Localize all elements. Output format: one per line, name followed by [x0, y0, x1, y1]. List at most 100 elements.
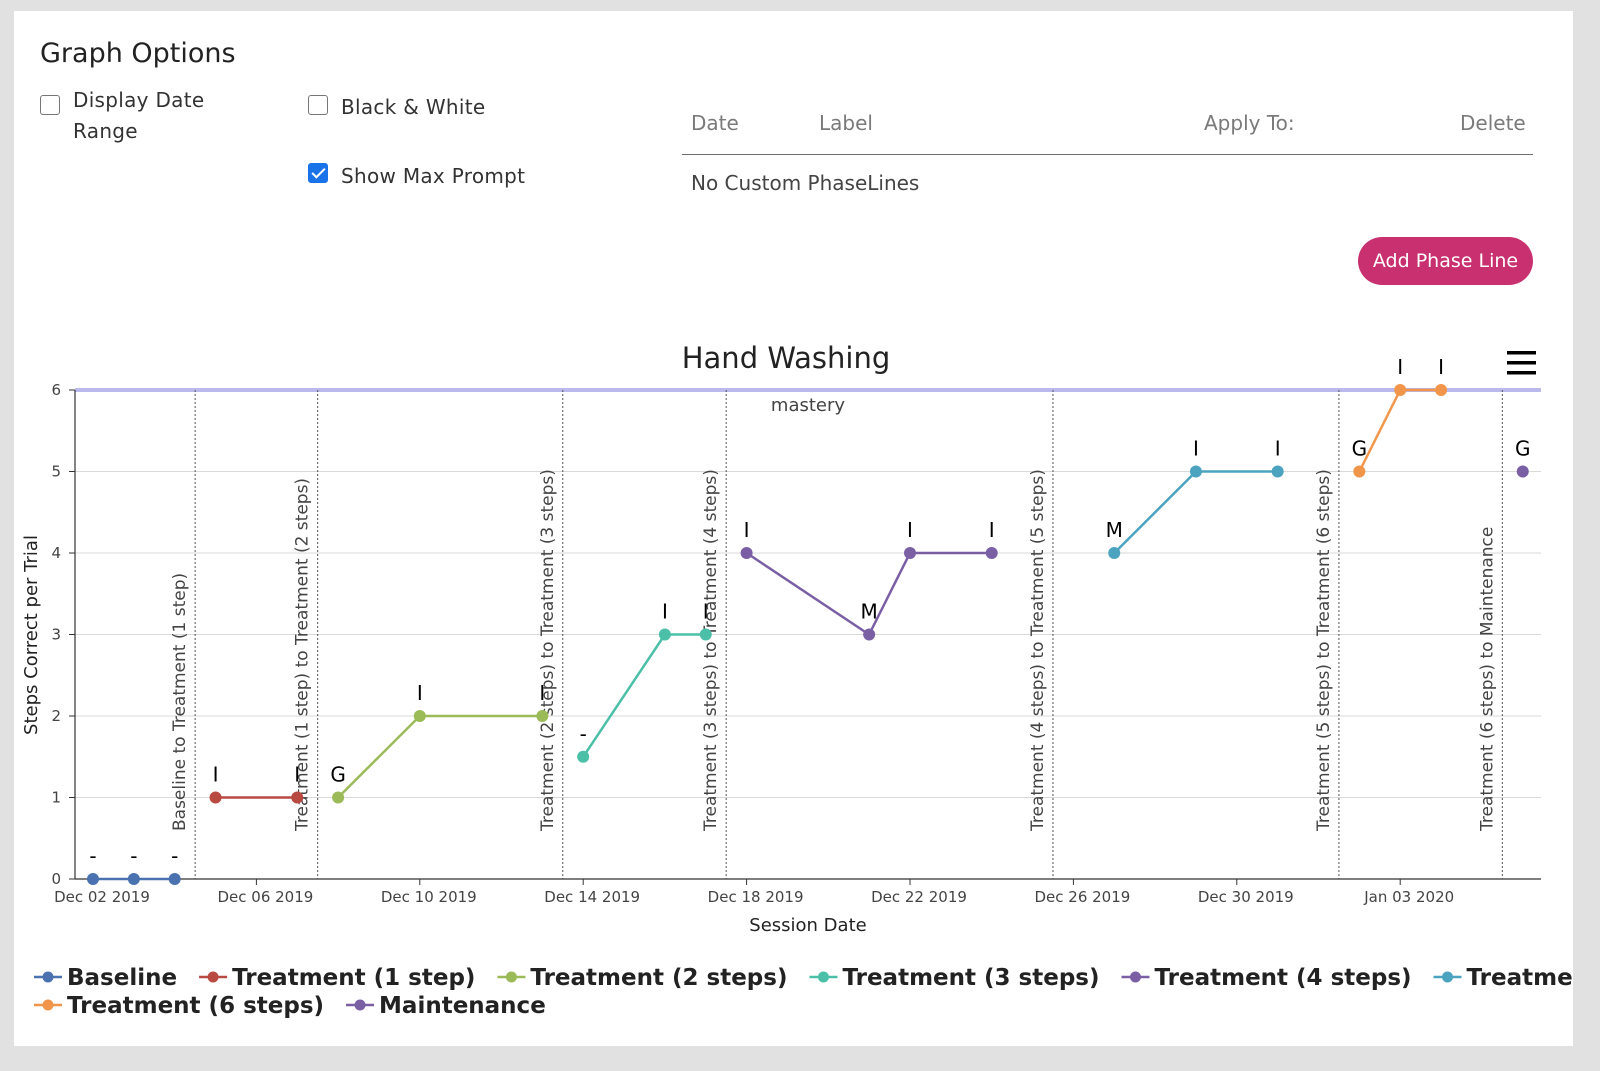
prompt-label: -: [130, 844, 137, 868]
y-tick-label: 2: [51, 707, 61, 725]
y-tick-label: 5: [51, 463, 61, 481]
y-tick-label: 3: [51, 626, 61, 644]
legend-swatch-marker: [1442, 971, 1454, 983]
prompt-label: G: [1515, 437, 1531, 461]
data-point: [1435, 384, 1448, 396]
series-line: [745, 551, 992, 637]
y-tick-label: 6: [51, 381, 61, 399]
legend-swatch-marker: [42, 999, 54, 1011]
hand-washing-chart: Hand Washing 0 1 2 3 4 5 6 mastery Dec 02 2019 De…: [21, 341, 1573, 1019]
data-point: [332, 791, 345, 804]
data-point: [1394, 384, 1407, 396]
data-point: [658, 628, 671, 641]
black-white-label: Black & White: [341, 95, 486, 119]
phase-change-label: Treatment (4 steps) to Treatment (5 step…: [1028, 469, 1048, 832]
legend-label: Treatment (3 steps): [842, 965, 1099, 991]
series-line: [337, 714, 543, 799]
show-max-prompt-label: Show Max Prompt: [341, 164, 526, 188]
legend-label: Baseline: [67, 965, 177, 991]
legend-swatch-marker: [817, 971, 829, 983]
data-point: [536, 710, 549, 722]
display-date-range-checkbox[interactable]: [40, 95, 60, 115]
column-header-label: Label: [819, 111, 873, 135]
legend-label: Maintenance: [379, 993, 546, 1019]
legend-swatch-marker: [505, 971, 517, 983]
x-tick-label: Dec 22 2019: [871, 888, 967, 906]
mastery-label: mastery: [771, 395, 845, 416]
phase-change-label: Treatment (5 steps) to Treatment (6 step…: [1314, 469, 1334, 832]
legend-label: Treatment (5 steps): [1467, 965, 1573, 991]
column-header-delete: Delete: [1460, 111, 1526, 135]
data-point: [87, 873, 99, 885]
table-header-divider: [682, 154, 1533, 155]
y-tick-label: 4: [51, 544, 61, 562]
legend-swatch-marker: [42, 971, 54, 983]
y-tick-label: 1: [51, 789, 61, 807]
data-point: [127, 873, 140, 885]
x-tick-label: Dec 14 2019: [544, 888, 640, 906]
data-point: [863, 628, 876, 641]
legend-swatch-marker: [1129, 971, 1141, 983]
prompt-label: M: [861, 600, 878, 624]
prompt-label: I: [989, 518, 995, 542]
data-point: [291, 791, 304, 804]
graph-panel: Graph Options Display Date Range Black &…: [14, 11, 1573, 1046]
phase-change-label: Treatment (6 steps) to Maintenance: [1477, 527, 1497, 832]
prompt-label: -: [89, 844, 96, 868]
prompt-label: I: [213, 763, 219, 787]
add-phase-line-button[interactable]: Add Phase Line: [1358, 237, 1533, 285]
phase-change-label: Baseline to Treatment (1 step): [170, 573, 190, 831]
data-point: [740, 547, 753, 559]
prompt-label: I: [539, 681, 545, 705]
legend-label: Treatment (1 step): [232, 965, 475, 991]
series-line: [582, 633, 706, 758]
prompt-label: -: [580, 722, 587, 746]
y-tick-label: 0: [51, 870, 61, 888]
graph-options-title: Graph Options: [40, 38, 236, 69]
phase-change-label: Treatment (1 step) to Treatment (2 steps…: [293, 478, 313, 832]
data-point: [1516, 465, 1529, 478]
x-axis-title: Session Date: [749, 915, 866, 936]
prompt-label: -: [171, 844, 178, 868]
mastery-line: [75, 388, 1541, 392]
prompt-label: I: [1397, 355, 1403, 379]
prompt-label: I: [662, 600, 668, 624]
prompt-label: M: [1106, 518, 1123, 542]
chart-title: Hand Washing: [682, 341, 891, 375]
x-tick-label: Jan 03 2020: [1363, 888, 1454, 906]
legend-label: Treatment (6 steps): [67, 993, 324, 1019]
x-tick-label: Dec 02 2019: [54, 888, 150, 906]
data-point: [577, 750, 590, 763]
data-point: [904, 547, 916, 559]
x-tick-label: Dec 26 2019: [1034, 888, 1130, 906]
data-point: [1353, 465, 1366, 478]
phase-change-label: Treatment (2 steps) to Treatment (3 step…: [538, 469, 558, 832]
legend-label: Treatment (4 steps): [1154, 965, 1411, 991]
prompt-label: I: [907, 518, 913, 542]
data-point: [985, 547, 998, 559]
prompt-label: I: [1438, 355, 1444, 379]
prompt-label: I: [744, 518, 750, 542]
prompt-label: G: [330, 763, 346, 787]
prompt-label: I: [1275, 437, 1281, 461]
data-point: [1271, 465, 1284, 478]
prompt-label: I: [1193, 437, 1199, 461]
x-tick-label: Dec 18 2019: [708, 888, 804, 906]
legend: Baseline Treatment (1 step) Treatment (2 s…: [34, 965, 1573, 1019]
black-white-checkbox[interactable]: [308, 95, 328, 115]
phase-change-label: Treatment (3 steps) to Treatment (4 step…: [701, 469, 721, 832]
legend-label: Treatment (2 steps): [530, 965, 787, 991]
data-point: [209, 791, 222, 804]
prompt-label: I: [294, 763, 300, 787]
data-point: [413, 710, 426, 722]
x-tick-label: Dec 10 2019: [381, 888, 477, 906]
x-tick-label: Dec 30 2019: [1198, 888, 1294, 906]
legend-swatch-marker: [354, 999, 366, 1011]
data-point: [699, 628, 712, 641]
show-max-prompt-checkbox[interactable]: [308, 163, 328, 183]
chart-menu-icon[interactable]: [1507, 351, 1536, 375]
prompt-label: G: [1352, 437, 1368, 461]
plot-area: 0 1 2 3 4 5 6 mastery Dec 02 2019 Dec 06 2019 Dec …: [21, 355, 1541, 936]
series-line: [1113, 470, 1278, 554]
y-axis-title: Steps Correct per Trial: [21, 535, 42, 735]
